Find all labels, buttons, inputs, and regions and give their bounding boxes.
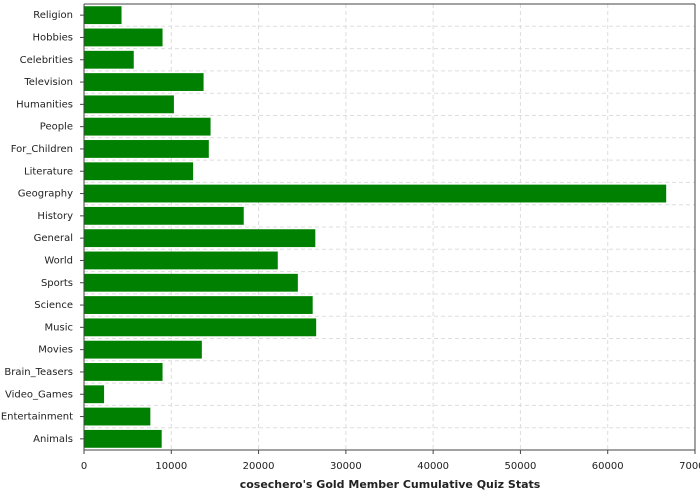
bar: [84, 318, 317, 337]
bar: [84, 206, 244, 225]
bar: [84, 429, 162, 448]
bar: [84, 95, 174, 114]
x-tick-label: 50000: [505, 461, 537, 472]
bar: [84, 385, 105, 404]
y-tick-label: Movies: [38, 345, 73, 356]
y-tick-label: Science: [34, 300, 73, 311]
y-tick-label: Hobbies: [33, 32, 73, 43]
y-tick-label: Religion: [33, 10, 73, 21]
bar: [84, 363, 163, 381]
bar: [84, 251, 278, 270]
x-tick-label: 0: [81, 461, 87, 472]
bar: [84, 6, 122, 25]
y-tick-label: Music: [45, 322, 73, 333]
bar: [84, 229, 316, 248]
y-tick-label: Celebrities: [20, 55, 73, 66]
bar: [84, 184, 667, 203]
bar: [84, 340, 202, 359]
y-tick-label: For_Children: [11, 144, 73, 155]
y-tick-label: Brain_Teasers: [4, 367, 73, 378]
y-tick-label: Sports: [41, 278, 73, 289]
y-tick-label: Entertainment: [1, 412, 73, 423]
bar: [84, 273, 298, 292]
bar: [84, 73, 204, 91]
x-axis-title: cosechero's Gold Member Cumulative Quiz …: [240, 478, 541, 491]
y-tick-label: Television: [23, 77, 73, 88]
bar: [84, 50, 134, 69]
x-tick-label: 70000: [679, 461, 700, 472]
bar: [84, 407, 151, 426]
x-tick-label: 40000: [417, 461, 449, 472]
x-tick-label: 60000: [592, 461, 624, 472]
y-tick-label: History: [37, 211, 73, 222]
y-tick-label: Animals: [33, 434, 73, 445]
y-tick-label: General: [34, 233, 73, 244]
bar: [84, 162, 194, 181]
x-tick-label: 20000: [243, 461, 275, 472]
y-tick-label: Video_Games: [5, 389, 73, 400]
y-tick-label: People: [40, 122, 73, 133]
bar: [84, 140, 209, 158]
y-tick-label: World: [44, 255, 73, 266]
y-tick-label: Geography: [18, 189, 73, 200]
bar: [84, 117, 211, 136]
y-tick-label: Literature: [24, 166, 73, 177]
y-tick-label: Humanities: [16, 99, 73, 110]
bar: [84, 28, 163, 47]
x-tick-label: 30000: [330, 461, 362, 472]
bar: [84, 296, 313, 314]
x-tick-label: 10000: [155, 461, 187, 472]
